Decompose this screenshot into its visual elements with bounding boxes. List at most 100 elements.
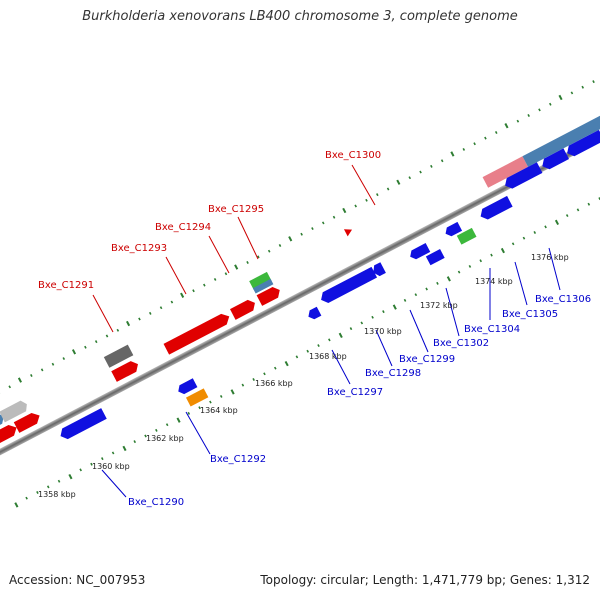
minor-tick	[133, 440, 137, 444]
minor-tick	[328, 338, 331, 342]
gene-arrow[interactable]	[111, 359, 140, 382]
leader-line	[514, 261, 528, 306]
gene-arrow[interactable]	[522, 109, 600, 167]
gene-label[interactable]: Bxe_C1304	[464, 324, 520, 335]
minor-tick	[457, 270, 461, 274]
minor-tick	[430, 164, 433, 168]
gene-arrow[interactable]	[343, 226, 354, 237]
gene-arrow[interactable]	[0, 399, 30, 423]
gene-arrow[interactable]	[318, 266, 378, 305]
minor-tick	[144, 434, 147, 438]
minor-tick	[116, 328, 120, 332]
scale-label: 1376 kbp	[531, 253, 569, 262]
gene-arrow[interactable]	[502, 162, 543, 191]
leader-line	[165, 256, 187, 295]
gene-arrow[interactable]	[564, 129, 600, 159]
gene-label[interactable]: Bxe_C1290	[128, 497, 184, 508]
gene-arrow[interactable]	[176, 378, 198, 396]
gene-arrow[interactable]	[371, 262, 386, 278]
leader-line	[375, 329, 393, 367]
minor-tick	[414, 293, 418, 297]
leader-line	[101, 469, 127, 498]
gene-label[interactable]: Bxe_C1294	[155, 222, 211, 233]
minor-tick	[479, 259, 482, 263]
minor-tick	[36, 491, 39, 494]
minor-tick	[360, 321, 364, 325]
gene-label[interactable]: Bxe_C1298	[365, 368, 421, 379]
major-tick	[342, 207, 347, 214]
minor-tick	[516, 119, 520, 123]
gene-label[interactable]: Bxe_C1302	[433, 338, 489, 349]
scale-label: 1362 kbp	[146, 434, 184, 443]
gene-label[interactable]: Bxe_C1306	[535, 294, 591, 305]
gene-arrow[interactable]	[249, 271, 272, 290]
minor-tick	[484, 136, 487, 140]
minor-tick	[263, 372, 266, 376]
minor-tick	[30, 374, 33, 378]
gene-arrow[interactable]	[230, 298, 258, 320]
gene-arrow[interactable]	[103, 344, 134, 368]
major-tick	[500, 247, 505, 254]
gene-arrow[interactable]	[482, 156, 529, 188]
leader-line	[351, 164, 376, 206]
minor-tick	[90, 462, 93, 466]
gene-label[interactable]: Bxe_C1300	[325, 150, 381, 161]
major-tick	[446, 276, 451, 282]
gene-arrow[interactable]	[478, 195, 513, 222]
minor-tick	[544, 225, 547, 229]
minor-tick	[274, 366, 277, 370]
gene-arrow[interactable]	[185, 388, 209, 407]
gene-arrow[interactable]	[306, 306, 322, 321]
minor-tick	[473, 142, 476, 146]
outer-tick-ring	[0, 80, 595, 394]
gene-arrow[interactable]	[408, 243, 431, 261]
minor-tick	[25, 496, 28, 500]
gene-arrow[interactable]	[540, 148, 570, 171]
minor-tick	[436, 281, 439, 285]
minor-tick	[192, 289, 195, 293]
minor-tick	[241, 383, 245, 387]
gene-label[interactable]: Bxe_C1293	[111, 243, 167, 254]
leader-line	[208, 235, 230, 274]
minor-tick	[148, 311, 152, 315]
minor-tick	[170, 300, 174, 304]
gene-arrow[interactable]	[252, 278, 274, 294]
minor-tick	[354, 204, 357, 208]
gene-label[interactable]: Bxe_C1299	[399, 354, 455, 365]
gene-label[interactable]: Bxe_C1305	[502, 309, 558, 320]
minor-tick	[511, 242, 515, 246]
accession-text: Accession: NC_007953	[9, 573, 146, 587]
gene-arrow[interactable]	[163, 311, 232, 355]
major-tick	[392, 304, 397, 310]
minor-tick	[468, 264, 472, 268]
scale-label: 1370 kbp	[364, 327, 402, 336]
gene-label[interactable]: Bxe_C1295	[208, 204, 264, 215]
minor-tick	[105, 334, 109, 338]
gene-label[interactable]: Bxe_C1292	[210, 454, 266, 465]
minor-tick	[533, 231, 537, 234]
gene-label[interactable]: Bxe_C1291	[38, 280, 94, 291]
map-title: Burkholderia xenovorans LB400 chromosome…	[82, 9, 518, 24]
minor-tick	[51, 362, 55, 366]
minor-tick	[159, 306, 163, 310]
gene-arrow[interactable]	[0, 422, 19, 450]
reverse-strand-genes	[58, 129, 600, 441]
scale-label: 1368 kbp	[309, 352, 347, 361]
minor-tick	[349, 327, 353, 331]
minor-tick	[332, 215, 336, 219]
minor-tick	[538, 108, 541, 112]
scale-label: 1374 kbp	[475, 277, 513, 286]
gene-label[interactable]: Bxe_C1297	[327, 387, 383, 398]
gene-arrow[interactable]	[456, 227, 477, 245]
gene-arrow[interactable]	[443, 221, 463, 238]
gene-arrow[interactable]	[13, 410, 43, 433]
gene-arrow[interactable]	[58, 408, 107, 441]
gene-arrow[interactable]	[425, 249, 445, 266]
minor-tick	[101, 457, 104, 461]
minor-tick	[267, 249, 271, 253]
genome-summary-text: Topology: circular; Length: 1,471,779 bp…	[260, 573, 590, 587]
minor-tick	[8, 385, 12, 389]
minor-tick	[219, 394, 223, 398]
gene-arrow[interactable]	[256, 285, 283, 306]
minor-tick	[549, 102, 552, 106]
